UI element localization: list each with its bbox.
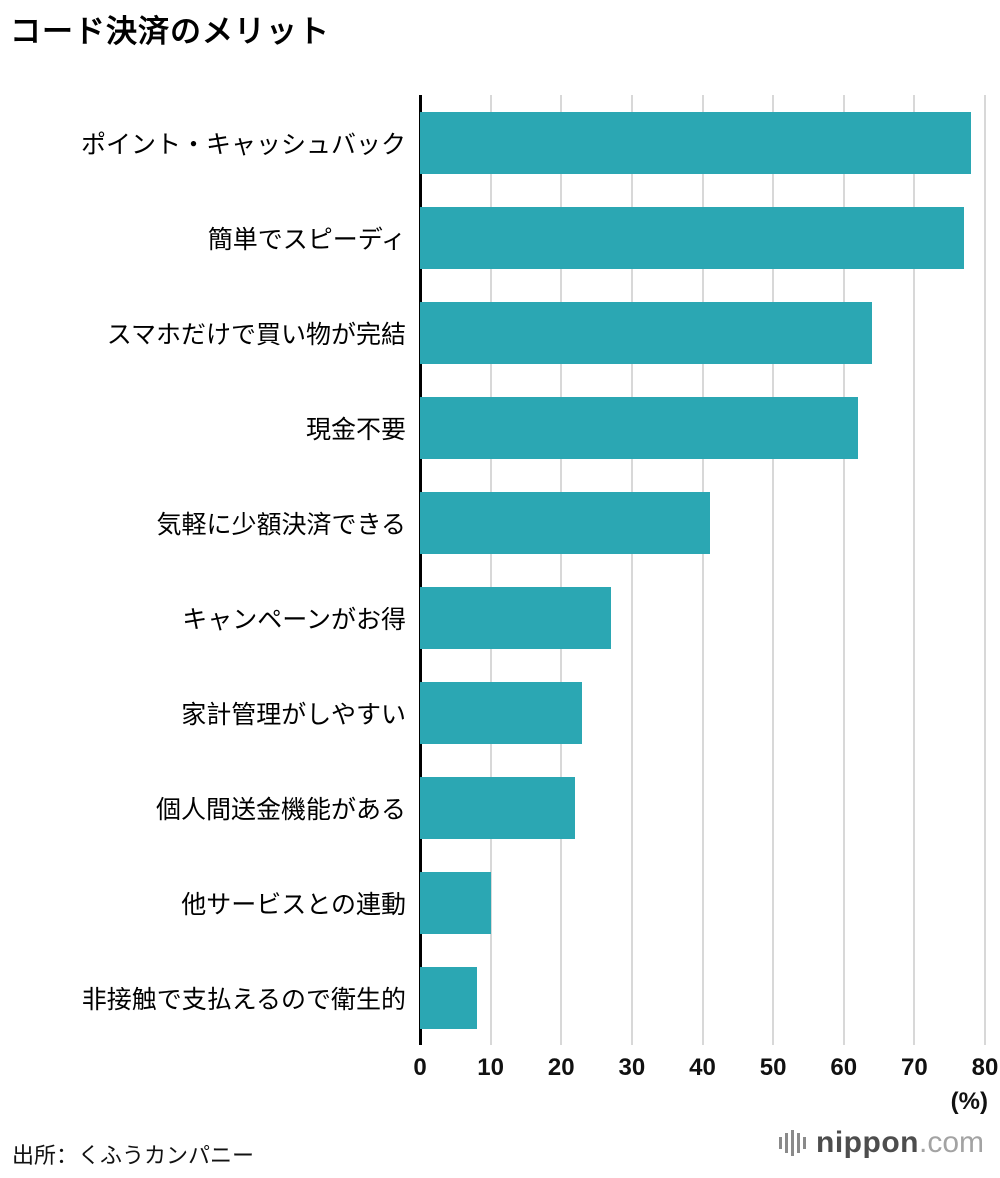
bar-track xyxy=(420,111,985,174)
bar-label: 現金不要 xyxy=(305,415,406,444)
bar-track xyxy=(420,396,985,459)
gridline xyxy=(630,95,633,1045)
logo-name: nippon xyxy=(816,1126,919,1159)
gridline xyxy=(913,95,916,1045)
bar xyxy=(420,396,858,459)
bar xyxy=(420,681,583,744)
gridline xyxy=(772,95,775,1045)
x-tick-label: 20 xyxy=(547,1054,575,1081)
bar-row: 非接触で支払えるので衛生的 xyxy=(0,950,985,1045)
x-tick-label: 0 xyxy=(413,1054,427,1081)
bar-row: 現金不要 xyxy=(0,380,985,475)
bar-row: 簡単でスピーディ xyxy=(0,190,985,285)
x-tick-label: 30 xyxy=(618,1054,646,1081)
source-note: 出所：くふうカンパニー xyxy=(12,1143,255,1168)
bar-label: 簡単でスピーディ xyxy=(207,225,406,254)
bar xyxy=(420,111,971,174)
bar-row: 気軽に少額決済できる xyxy=(0,475,985,570)
gridline xyxy=(560,95,563,1045)
nippon-logo-bars-icon xyxy=(779,1128,807,1158)
bar-track xyxy=(420,206,985,269)
bar-track xyxy=(420,681,985,744)
gridline xyxy=(842,95,845,1045)
chart-title: コード決済のメリット xyxy=(10,14,330,49)
bar xyxy=(420,491,710,554)
bar-label: スマホだけで買い物が完結 xyxy=(106,320,406,349)
bar-label: ポイント・キャッシュバック xyxy=(80,130,406,159)
x-tick-label: 60 xyxy=(830,1054,858,1081)
bar-label: 気軽に少額決済できる xyxy=(156,510,406,539)
bar-row: 個人間送金機能がある xyxy=(0,760,985,855)
bar-label: 他サービスとの連動 xyxy=(181,890,406,919)
bar-label: 個人間送金機能がある xyxy=(155,795,406,824)
x-tick-label: 80 xyxy=(971,1054,999,1081)
x-tick-label: 50 xyxy=(759,1054,787,1081)
plot-area xyxy=(419,95,986,1045)
bar xyxy=(420,301,872,364)
nippon-logo: nippon .com xyxy=(779,1126,984,1160)
bar-row: 他サービスとの連動 xyxy=(0,855,985,950)
y-axis-line xyxy=(419,95,422,1045)
bar-label: キャンペーンがお得 xyxy=(182,605,406,634)
bar-track xyxy=(420,871,985,934)
bar-label: 非接触で支払えるので衛生的 xyxy=(81,985,406,1014)
gridline xyxy=(984,95,986,1045)
bar xyxy=(420,206,964,269)
bar-track xyxy=(420,966,985,1029)
bar xyxy=(420,871,491,934)
gridline xyxy=(701,95,704,1045)
bar-track xyxy=(420,491,985,554)
bar-row: キャンペーンがお得 xyxy=(0,570,985,665)
x-tick-label: 10 xyxy=(477,1054,504,1081)
bar xyxy=(420,966,477,1029)
gridline xyxy=(489,95,492,1045)
x-axis-ticks: 0 10 20 30 40 50 60 70 80 xyxy=(413,1054,998,1084)
logo-tld: .com xyxy=(918,1126,984,1159)
bar-row: 家計管理がしやすい xyxy=(0,665,985,760)
bar xyxy=(420,586,611,649)
bar-row: スマホだけで買い物が完結 xyxy=(0,285,985,380)
bar-track xyxy=(420,301,985,364)
x-axis-unit-label: (%) xyxy=(950,1088,988,1115)
bar-row: ポイント・キャッシュバック xyxy=(0,95,985,190)
bar-rows: ポイント・キャッシュバック簡単でスピーディスマホだけで買い物が完結現金不要気軽に… xyxy=(0,95,985,1045)
bar-track xyxy=(420,586,985,649)
bar xyxy=(420,776,576,839)
x-tick-label: 40 xyxy=(689,1054,716,1081)
bar-track xyxy=(420,776,985,839)
x-tick-label: 70 xyxy=(901,1054,928,1081)
bar-label: 家計管理がしやすい xyxy=(181,700,406,729)
